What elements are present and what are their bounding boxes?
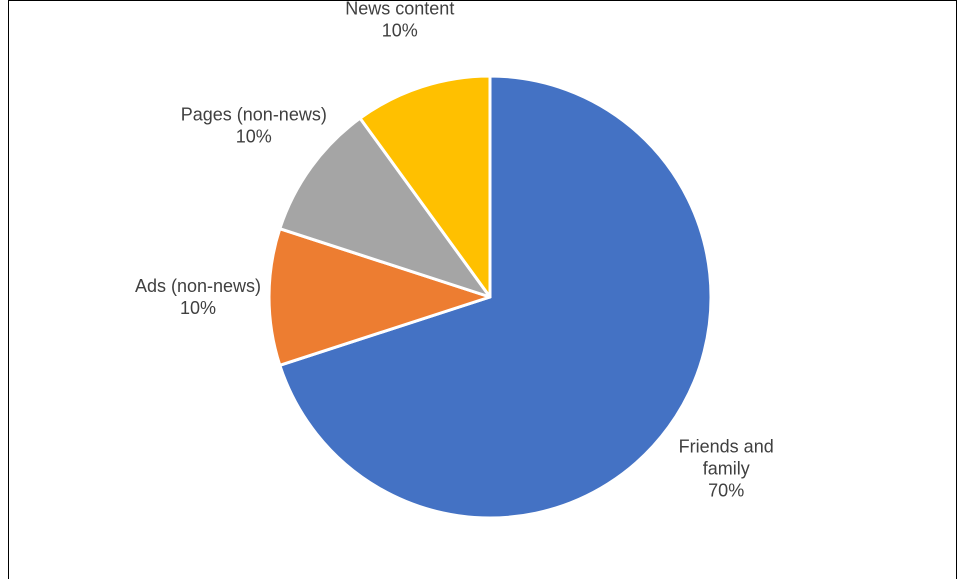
data-label-category: Ads (non-news) (135, 276, 261, 296)
pie-slice-news-content (358, 74, 492, 299)
data-label-percent: 10% (180, 298, 216, 318)
data-label-ads-non-news: Ads (non-news) 10% (135, 276, 261, 318)
pie-slice-pages-non-news (278, 116, 492, 299)
data-label-category: Pages (non-news) (181, 104, 327, 124)
data-label-news-content: News content 10% (345, 0, 454, 40)
pie-labels: Friends and family 70%Ads (non-news) 10%Pag… (135, 0, 774, 501)
data-label-percent: 10% (236, 126, 272, 146)
data-label-friends-and-family: Friends and family 70% (679, 437, 774, 501)
data-label-category: family (703, 459, 750, 479)
data-label-percent: 10% (382, 20, 418, 40)
data-label-category: Friends and (679, 437, 774, 457)
pie-slice-ads-non-news (267, 227, 492, 367)
pie-slices (267, 74, 713, 520)
data-label-pages-non-news: Pages (non-news) 10% (181, 104, 327, 146)
data-label-category: News content (345, 0, 454, 18)
pie-slice-friends-and-family (278, 74, 713, 520)
data-label-percent: 70% (708, 481, 744, 501)
